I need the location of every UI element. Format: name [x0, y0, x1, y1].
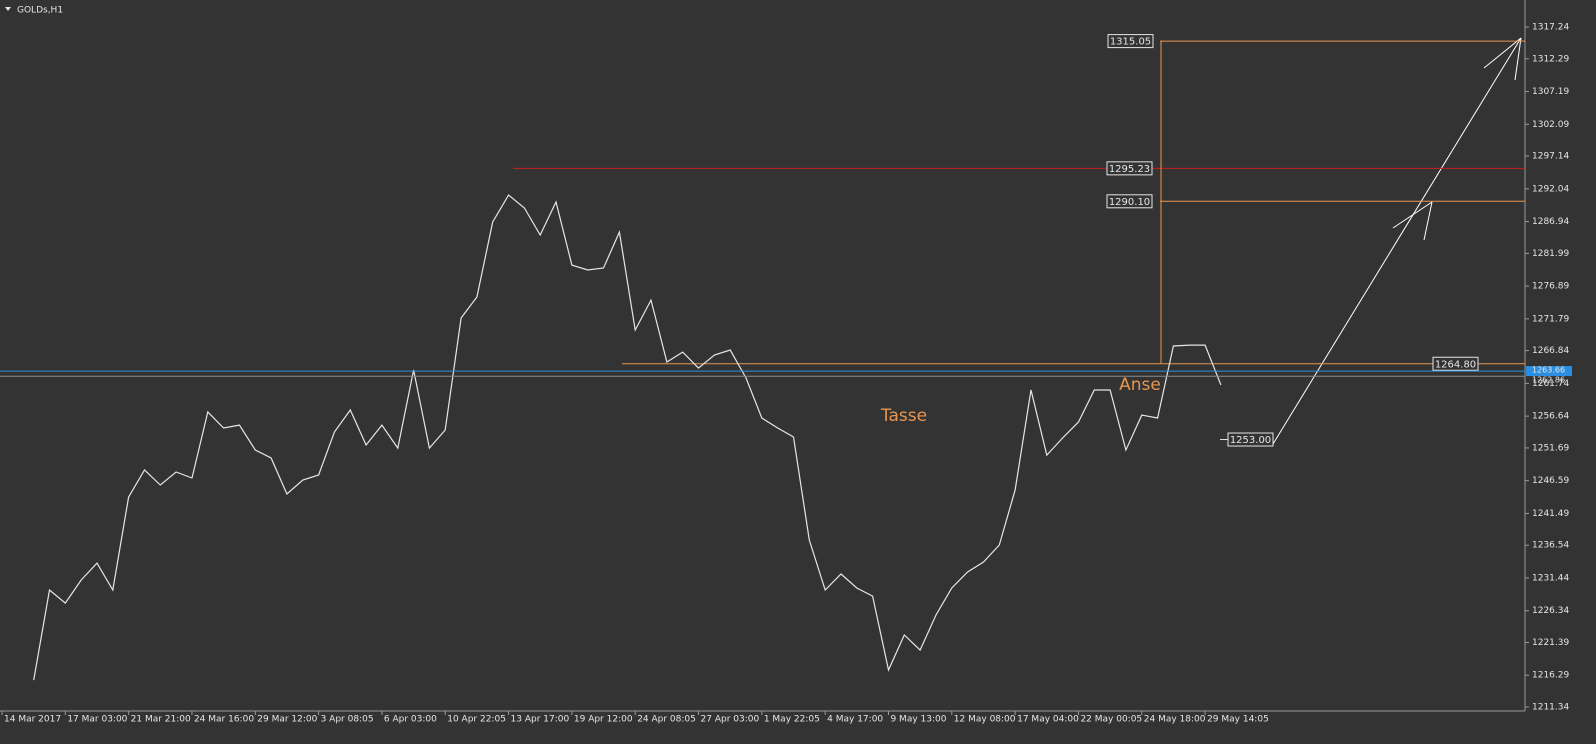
y-tick-label: 1236.54: [1532, 541, 1569, 551]
arrow-head: [1483, 37, 1522, 69]
level-label-box: [1107, 34, 1154, 49]
x-tick-label: 12 May 08:00: [954, 715, 1016, 725]
y-tick-label: 1271.79: [1532, 314, 1569, 324]
x-tick-label: 24 Apr 08:05: [637, 715, 696, 725]
y-tick-label: 1216.29: [1532, 671, 1569, 681]
level-label-box: [1106, 161, 1153, 176]
y-tick-label: 1292.04: [1532, 184, 1569, 194]
y-tick-label: 1286.94: [1532, 217, 1569, 227]
price-line: [33, 194, 1222, 681]
y-tick-label: 1266.84: [1532, 346, 1569, 356]
price-tag: [1526, 366, 1572, 377]
menu-arrow[interactable]: [5, 7, 11, 11]
x-tick-label: 3 Apr 08:05: [321, 715, 374, 725]
x-tick-label: 22 May 00:05: [1080, 715, 1142, 725]
x-tick-label: 10 Apr 22:05: [447, 715, 506, 725]
level-label: 1295.23: [1109, 164, 1150, 175]
x-tick-label: 19 Apr 12:00: [574, 715, 633, 725]
arrow-head: [1514, 37, 1522, 81]
y-tick-label: 1261.74: [1532, 379, 1569, 389]
price-tag-label: 1262.86: [1532, 376, 1565, 385]
x-tick-label: 21 Mar 21:00: [131, 715, 191, 725]
y-tick-label: 1256.64: [1532, 412, 1569, 422]
annotation: Tasse: [880, 406, 927, 426]
x-tick-label: 29 May 14:05: [1207, 715, 1269, 725]
y-tick-label: 1312.29: [1532, 54, 1569, 64]
arrow-head: [1423, 201, 1433, 241]
level-label: 1315.05: [1110, 37, 1151, 48]
chart-title: GOLDs,H1: [17, 6, 63, 16]
y-tick-label: 1251.69: [1532, 443, 1569, 453]
level-label: 1264.80: [1435, 359, 1476, 370]
price-tag-label: 1263.66: [1532, 366, 1565, 375]
annotation: Anse: [1119, 375, 1161, 395]
x-tick-label: 17 May 04:00: [1017, 715, 1079, 725]
level-label-box: [1432, 356, 1479, 371]
y-tick-label: 1231.44: [1532, 573, 1569, 583]
y-tick-label: 1221.39: [1532, 638, 1569, 648]
y-tick-label: 1302.09: [1532, 120, 1569, 130]
x-tick-label: 27 Apr 03:00: [701, 715, 760, 725]
y-tick-label: 1276.89: [1532, 282, 1569, 292]
x-tick-label: 29 Mar 12:00: [257, 715, 317, 725]
x-tick-label: 13 Apr 17:00: [511, 715, 570, 725]
level-label-box: [1106, 194, 1153, 209]
level-label: 1290.10: [1109, 197, 1150, 208]
x-tick-label: 9 May 13:00: [890, 715, 946, 725]
x-tick-label: 4 May 17:00: [827, 715, 883, 725]
level-label: 1253.00: [1230, 435, 1271, 446]
x-tick-label: 17 Mar 03:00: [67, 715, 127, 725]
y-tick-label: 1281.99: [1532, 249, 1569, 259]
y-tick-label: 1307.19: [1532, 87, 1569, 97]
y-tick-label: 1297.14: [1532, 152, 1569, 162]
x-tick-label: 24 Mar 16:00: [194, 715, 254, 725]
y-tick-label: 1226.34: [1532, 606, 1569, 616]
level-label-box: [1227, 432, 1274, 447]
x-tick-label: 6 Apr 03:00: [384, 715, 437, 725]
x-tick-label: 14 Mar 2017: [4, 715, 61, 725]
y-tick-label: 1241.49: [1532, 509, 1569, 519]
x-tick-label: 24 May 18:00: [1144, 715, 1206, 725]
x-tick-label: 1 May 22:05: [764, 715, 820, 725]
y-tick-label: 1317.24: [1532, 23, 1569, 33]
y-tick-label: 1211.34: [1532, 703, 1569, 713]
arrow-head: [1392, 201, 1433, 229]
y-tick-label: 1246.59: [1532, 476, 1569, 486]
